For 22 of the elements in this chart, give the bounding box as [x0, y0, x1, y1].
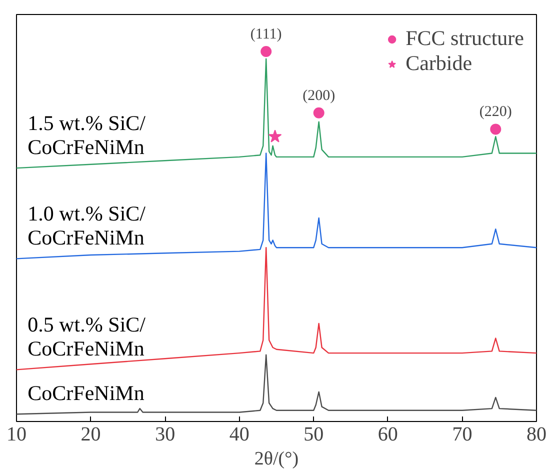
x-tick-label: 80	[526, 424, 546, 446]
legend-label: Carbide	[406, 51, 472, 76]
series-label: CoCrFeNiMn	[28, 380, 145, 405]
x-tick-label: 30	[155, 424, 176, 446]
point	[313, 107, 324, 118]
point	[268, 130, 282, 142]
x-tick-label: 10	[6, 424, 26, 446]
annotation: (220)	[479, 104, 512, 120]
x-tick-label: 70	[452, 424, 472, 446]
series-label: 1.0 wt.% SiC/ CoCrFeNiMn	[28, 201, 146, 250]
annotation: (111)	[250, 26, 282, 42]
x-tick-label: 60	[378, 424, 398, 446]
annotation: (200)	[302, 88, 336, 104]
series-label: 1.5 wt.% SiC/ CoCrFeNiMn	[28, 110, 146, 159]
x-tick-label: 50	[304, 424, 324, 446]
x-tick-label: 40	[229, 424, 250, 446]
x-tick-label: 20	[80, 424, 101, 446]
point	[260, 46, 272, 57]
legend-label: FCC structure	[406, 26, 524, 51]
point	[490, 124, 502, 135]
x-axis-title: 2θ/(°)	[254, 448, 299, 470]
series-label: 0.5 wt.% SiC/ CoCrFeNiMn	[28, 312, 146, 360]
